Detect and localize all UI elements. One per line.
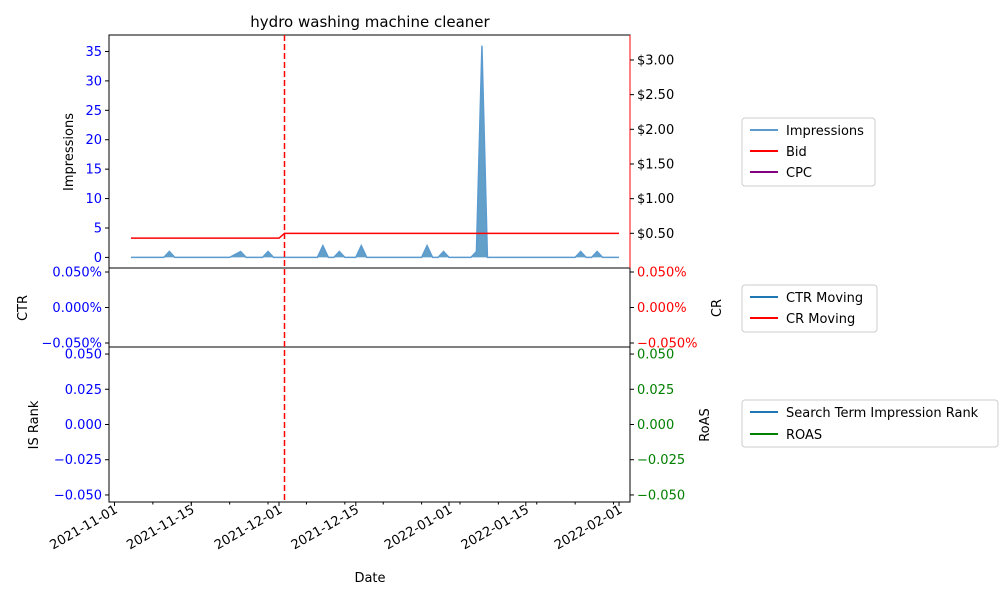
legend-bid-label: Bid (786, 145, 807, 160)
impressions-tick-label: 15 (85, 163, 102, 178)
isrank-tick-label: 0.050 (65, 348, 102, 363)
bid-series (130, 232, 620, 239)
roas-tick-label: −0.025 (637, 453, 685, 468)
impressions-tick-label: 25 (85, 104, 102, 119)
impressions-series (130, 45, 620, 259)
impressions-line (130, 45, 620, 259)
roas-axis-label: RoAS (698, 408, 713, 442)
legend-cr-label: CR Moving (786, 312, 855, 327)
impressions-tick-label: 30 (85, 74, 102, 89)
bid-tick-label: $1.00 (637, 192, 674, 207)
impressions-tick-label: 0 (94, 251, 102, 266)
bottom-legend-box (741, 399, 999, 448)
cr-tick-label: 0.000% (637, 301, 687, 316)
date-axis-label: Date (354, 571, 385, 586)
impressions-tick-label: 20 (85, 133, 102, 148)
legend-isrank-label: Search Term Impression Rank (786, 406, 979, 421)
cr-tick-label: −0.050% (637, 337, 697, 352)
isrank-tick-label: 0.025 (65, 383, 102, 398)
impressions-tick-label: 35 (85, 45, 102, 60)
roas-tick-label: 0.050 (637, 348, 674, 363)
legend-cpc-label: CPC (786, 166, 812, 181)
bid-tick-label: $1.50 (637, 157, 674, 172)
top-legend: Impressions Bid CPC (741, 117, 876, 187)
legend-ctr-label: CTR Moving (786, 291, 863, 306)
cr-tick-label: 0.050% (637, 266, 687, 281)
bottom-legend: Search Term Impression Rank ROAS (741, 399, 999, 448)
ctr-tick-label: −0.050% (42, 337, 102, 352)
isrank-tick-label: 0.000 (65, 418, 102, 433)
middle-legend: CTR Moving CR Moving (741, 284, 878, 333)
isrank-tick-label: −0.050 (54, 488, 102, 503)
ctr-axis-label: CTR (16, 295, 31, 321)
impressions-axis-label: Impressions (62, 113, 77, 191)
bid-tick-label: $3.00 (637, 53, 674, 68)
roas-tick-label: 0.000 (637, 418, 674, 433)
ctr-tick-label: 0.050% (52, 266, 102, 281)
bid-tick-label: $2.00 (637, 123, 674, 138)
impressions-tick-label: 10 (85, 192, 102, 207)
isrank-axis-label: IS Rank (27, 400, 42, 449)
ctr-tick-label: 0.000% (52, 301, 102, 316)
cr-axis-label: CR (710, 299, 725, 317)
roas-tick-label: −0.050 (637, 488, 685, 503)
isrank-tick-label: −0.025 (54, 453, 102, 468)
top-legend-box (741, 117, 876, 187)
bid-line (130, 232, 620, 239)
legend-impressions-label: Impressions (786, 124, 864, 139)
impressions-tick-label: 5 (94, 221, 102, 236)
bid-tick-label: $0.50 (637, 227, 674, 242)
bid-tick-label: $2.50 (637, 88, 674, 103)
roas-tick-label: 0.025 (637, 383, 674, 398)
chart-title: hydro washing machine cleaner (250, 13, 490, 31)
legend-roas-label: ROAS (786, 428, 822, 443)
